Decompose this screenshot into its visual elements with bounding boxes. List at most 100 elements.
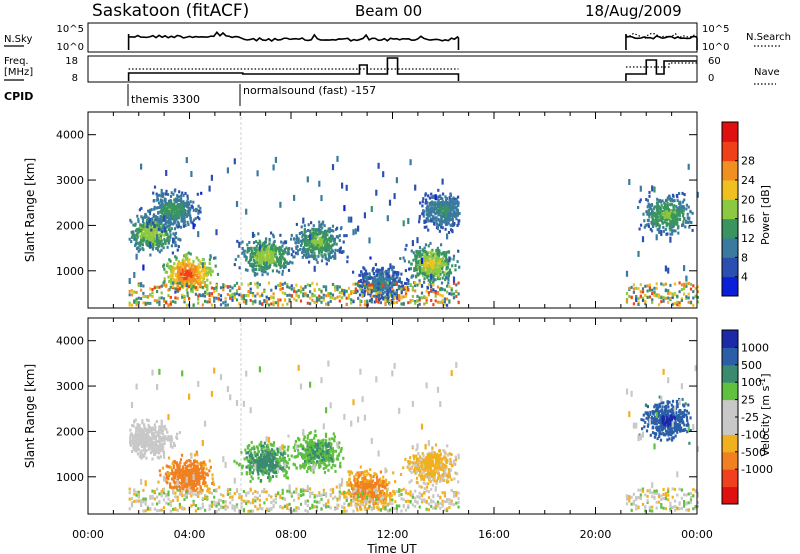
heatmap-cell — [262, 251, 265, 255]
heatmap-cell — [304, 292, 307, 296]
heatmap-cell — [156, 299, 159, 303]
heatmap-cell — [639, 198, 642, 202]
heatmap-cell — [427, 219, 431, 223]
heatmap-cell — [132, 447, 136, 451]
heatmap-cell — [192, 282, 195, 286]
heatmap-cell — [448, 300, 451, 304]
heatmap-cell — [283, 266, 286, 270]
heatmap-cell — [316, 246, 319, 250]
heatmap-cell — [669, 232, 672, 236]
heatmap-cell — [677, 231, 680, 235]
heatmap-cell — [152, 441, 155, 445]
heatmap-cell — [156, 218, 159, 222]
heatmap-cell — [441, 267, 444, 271]
heatmap-cell — [689, 282, 693, 286]
heatmap-cell — [424, 255, 427, 258]
heatmap-cell — [128, 237, 131, 241]
heatmap-cell — [313, 294, 316, 298]
heatmap-cell — [212, 483, 216, 486]
heatmap-cell — [132, 434, 135, 438]
heatmap-cell — [439, 194, 442, 198]
heatmap-cell — [667, 296, 670, 300]
heatmap-cell — [311, 281, 314, 285]
heatmap-cell — [178, 470, 182, 474]
heatmap-cell — [194, 278, 197, 282]
heatmap-cell — [251, 293, 255, 297]
heatmap-cell — [342, 250, 345, 253]
heatmap-cell — [205, 467, 208, 471]
heatmap-cell — [146, 222, 149, 226]
heatmap-cell — [198, 278, 201, 282]
heatmap-cell — [651, 298, 654, 302]
heatmap-cell — [453, 200, 456, 204]
heatmap-cell — [331, 249, 334, 253]
heatmap-cell — [190, 474, 193, 478]
heatmap-cell — [436, 205, 439, 209]
heatmap-cell — [143, 439, 146, 443]
heatmap-cell — [421, 253, 424, 257]
heatmap-cell — [669, 228, 672, 232]
heatmap-cell — [282, 257, 286, 261]
heatmap-cell — [195, 469, 198, 473]
heatmap-cell — [666, 232, 669, 236]
heatmap-cell — [156, 195, 159, 199]
heatmap-cell — [681, 214, 685, 218]
heatmap-cell — [180, 216, 183, 220]
heatmap-cell — [145, 456, 148, 460]
heatmap-cell — [657, 207, 660, 211]
heatmap-cell — [434, 299, 437, 303]
heatmap-cell — [275, 264, 278, 268]
heatmap-cell — [164, 437, 167, 441]
heatmap-cell — [166, 238, 169, 242]
heatmap-cell — [149, 217, 152, 221]
heatmap-cell — [249, 246, 252, 250]
heatmap-cell — [192, 259, 195, 263]
heatmap-cell — [266, 256, 269, 260]
heatmap-cell — [172, 281, 175, 285]
heatmap-cell — [154, 430, 157, 434]
heatmap-cell — [208, 262, 211, 265]
heatmap-cell — [660, 282, 663, 286]
heatmap-cell — [441, 197, 444, 201]
heatmap-cell — [162, 453, 166, 457]
heatmap-cell — [202, 460, 205, 464]
heatmap-cell — [144, 215, 147, 219]
heatmap-cell — [325, 241, 328, 245]
heatmap-cell — [456, 213, 459, 217]
heatmap-cell — [217, 292, 220, 296]
heatmap-cell — [296, 245, 299, 248]
heatmap-cell — [321, 222, 324, 226]
heatmap-cell — [315, 296, 319, 300]
heatmap-cell — [322, 232, 325, 236]
heatmap-cell — [195, 460, 198, 464]
heatmap-cell — [183, 277, 186, 281]
heatmap-cell — [160, 449, 163, 452]
heatmap-cell — [343, 291, 346, 295]
heatmap-cell — [160, 248, 163, 252]
heatmap-cell — [180, 200, 183, 204]
heatmap-cell — [425, 289, 428, 293]
heatmap-cell — [431, 281, 435, 285]
heatmap-cell — [277, 283, 280, 287]
heatmap-cell — [648, 286, 651, 290]
heatmap-cell — [160, 188, 163, 195]
heatmap-cell — [382, 286, 386, 290]
heatmap-cell — [432, 210, 435, 214]
heatmap-cell — [328, 239, 331, 243]
heatmap-cell — [189, 274, 192, 278]
heatmap-cell — [662, 295, 665, 299]
heatmap-cell — [404, 291, 408, 295]
heatmap-cell — [646, 296, 649, 299]
heatmap-cell — [673, 204, 676, 208]
heatmap-cell — [128, 301, 131, 305]
heatmap-cell — [279, 298, 282, 302]
heatmap-cell — [129, 218, 132, 222]
heatmap-cell — [679, 201, 682, 205]
heatmap-cell — [290, 233, 293, 237]
heatmap-cell — [182, 206, 185, 210]
heatmap-cell — [255, 244, 258, 248]
heatmap-cell — [165, 283, 168, 287]
heatmap-cell — [650, 229, 654, 233]
heatmap-cell — [138, 208, 141, 212]
